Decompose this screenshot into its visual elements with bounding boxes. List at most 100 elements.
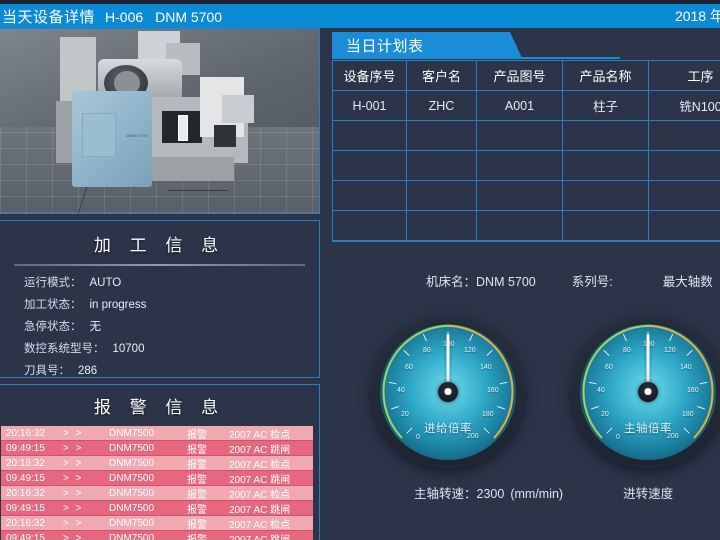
alarm-type: 报警 <box>187 474 207 486</box>
app-header: 当天设备详情 H-006 DNM 5700 2018 年 <box>0 4 720 28</box>
alarm-code: 2007 AC 跳闸 <box>229 504 291 516</box>
info-value-cnc-model: 10700 <box>112 343 145 355</box>
readout-row: 主轴转速： 2300 (mm/min) 进转速度 <box>328 483 720 502</box>
plan-col-header-drawing-no: 产品图号 <box>477 61 563 91</box>
alarm-row[interactable]: 09:49:15 > > DNM7500 报警 2007 AC 跳闸 <box>1 471 313 486</box>
alarm-time: 09:49:15 <box>6 472 45 484</box>
alarm-time: 20:16:32 <box>6 457 45 469</box>
gauge-tick-160: 160 <box>487 387 499 394</box>
plan-cell[interactable] <box>563 151 649 181</box>
alarm-code: 2007 AC 检点 <box>229 519 291 531</box>
gauge-tick-140: 140 <box>680 364 692 371</box>
gauge-spindle-override-label: 主轴倍率 <box>624 423 672 435</box>
plan-col-header-device-no: 设备序号 <box>333 61 407 91</box>
plan-cell[interactable] <box>333 211 407 241</box>
plan-cell[interactable] <box>649 211 720 241</box>
alarm-type: 报警 <box>187 444 207 456</box>
plan-cell[interactable] <box>333 151 407 181</box>
gauge-tick-0: 0 <box>416 434 420 441</box>
plan-cell[interactable] <box>563 121 649 151</box>
spindle-speed-unit: (mm/min) <box>510 487 564 501</box>
plan-table-tab-underline <box>332 57 620 59</box>
plan-cell[interactable] <box>407 181 477 211</box>
plan-cell[interactable]: ZHC <box>407 91 477 121</box>
plan-table-tab-label: 当日计划表 <box>346 37 424 55</box>
plan-cell[interactable] <box>333 121 407 151</box>
alarm-info-title: 报 警 信 息 <box>93 398 226 417</box>
info-value-tool-number: 286 <box>78 365 98 377</box>
alarm-code: 2007 AC 检点 <box>229 459 291 471</box>
gauge-hub <box>438 382 458 402</box>
gauge-tick-80: 80 <box>623 347 631 354</box>
alarm-code: 2007 AC 跳闸 <box>229 444 291 456</box>
alarm-row[interactable]: 20:16:32 > > DNM7500 报警 2007 AC 检点 <box>1 486 313 501</box>
plan-cell[interactable]: 柱子 <box>563 91 649 121</box>
alarm-info-panel: 报 警 信 息 20:16:32 > > DNM7500 报警 2007 AC … <box>0 384 320 540</box>
alarm-type: 报警 <box>187 459 207 471</box>
plan-cell[interactable] <box>477 211 563 241</box>
page-title: 当天设备详情 <box>2 8 96 26</box>
right-column: 当日计划表 设备序号 客户名 产品图号 产品名称 工序 H-001 ZHC A0… <box>328 28 720 540</box>
gauge-tick-40: 40 <box>597 387 605 394</box>
plan-cell[interactable]: A001 <box>477 91 563 121</box>
header-device-code: H-006 <box>105 8 144 25</box>
plan-cell[interactable] <box>477 121 563 151</box>
machine-3d-view: DNM 5700 <box>0 28 320 214</box>
plan-cell[interactable] <box>649 151 720 181</box>
plan-table-tab[interactable]: 当日计划表 <box>332 32 522 58</box>
plan-cell[interactable] <box>407 211 477 241</box>
plan-cell[interactable]: H-001 <box>333 91 407 121</box>
plan-cell[interactable] <box>649 121 720 151</box>
alarm-type: 报警 <box>187 489 207 501</box>
alarm-time: 09:49:15 <box>6 442 45 454</box>
info-row-run-mode: 运行模式： AUTO <box>24 274 319 290</box>
gauge-tick-180: 180 <box>482 411 494 418</box>
alarm-row[interactable]: 20:16:32 > > DNM7500 报警 2007 AC 检点 <box>1 426 313 441</box>
info-value-run-mode: AUTO <box>89 277 122 289</box>
gauge-tick-40: 40 <box>397 387 405 394</box>
gauge-scale-arc <box>380 322 516 440</box>
alarm-row-list[interactable]: 20:16:32 > > DNM7500 报警 2007 AC 检点 09:49… <box>1 426 313 540</box>
plan-cell[interactable] <box>649 181 720 211</box>
spindle-speed-value: 2300 <box>476 487 505 501</box>
alarm-device: DNM7500 <box>109 427 155 439</box>
machine-brand-label: DNM 5700 <box>126 133 148 138</box>
alarm-arrow-icon: > > <box>63 502 84 514</box>
alarm-type: 报警 <box>187 429 207 441</box>
gauge-tick-0: 0 <box>616 434 620 441</box>
plan-cell[interactable] <box>333 181 407 211</box>
alarm-row[interactable]: 20:16:32 > > DNM7500 报警 2007 AC 检点 <box>1 516 313 531</box>
gauge-tick-80: 80 <box>423 347 431 354</box>
alarm-row[interactable]: 09:49:15 > > DNM7500 报警 2007 AC 跳闸 <box>1 441 313 456</box>
plan-cell[interactable] <box>563 181 649 211</box>
alarm-arrow-icon: > > <box>63 532 84 540</box>
machine-part-control-panel <box>82 113 116 157</box>
info-value-machining-state: in progress <box>89 299 147 311</box>
info-row-cnc-model: 数控系统型号： 10700 <box>24 340 319 356</box>
alarm-time: 20:16:32 <box>6 487 45 499</box>
plan-cell[interactable] <box>563 211 649 241</box>
gauge-feed-override[interactable]: 0 20 40 60 80 100 120 140 160 180 200 进给… <box>372 316 524 468</box>
machining-info-divider <box>14 264 305 266</box>
alarm-row[interactable]: 09:49:15 > > DNM7500 报警 2007 AC 跳闸 <box>1 501 313 516</box>
alarm-device: DNM7500 <box>109 517 155 529</box>
plan-cell[interactable] <box>407 121 477 151</box>
plan-cell[interactable] <box>477 181 563 211</box>
machining-info-title: 加 工 信 息 <box>93 236 226 255</box>
plan-cell[interactable]: 铣N100 <box>649 91 720 121</box>
gauge-scale-arc <box>580 322 716 440</box>
gauge-hub-dot <box>444 388 452 396</box>
alarm-row[interactable]: 09:49:15 > > DNM7500 报警 2007 AC 跳闸 <box>1 531 313 540</box>
info-label-machining-state: 加工状态： <box>24 299 82 311</box>
plan-cell[interactable] <box>477 151 563 181</box>
gauge-tick-120: 120 <box>464 347 476 354</box>
machine-part-right-block-2 <box>222 95 254 123</box>
plan-cell[interactable] <box>407 151 477 181</box>
info-row-machining-state: 加工状态： in progress <box>24 296 319 312</box>
alarm-arrow-icon: > > <box>63 427 84 439</box>
alarm-arrow-icon: > > <box>63 457 84 469</box>
gauge-spindle-override[interactable]: 0 20 40 60 80 100 120 140 160 180 200 主轴… <box>572 316 720 468</box>
alarm-row[interactable]: 20:16:32 > > DNM7500 报警 2007 AC 检点 <box>1 456 313 471</box>
alarm-device: DNM7500 <box>109 442 155 454</box>
